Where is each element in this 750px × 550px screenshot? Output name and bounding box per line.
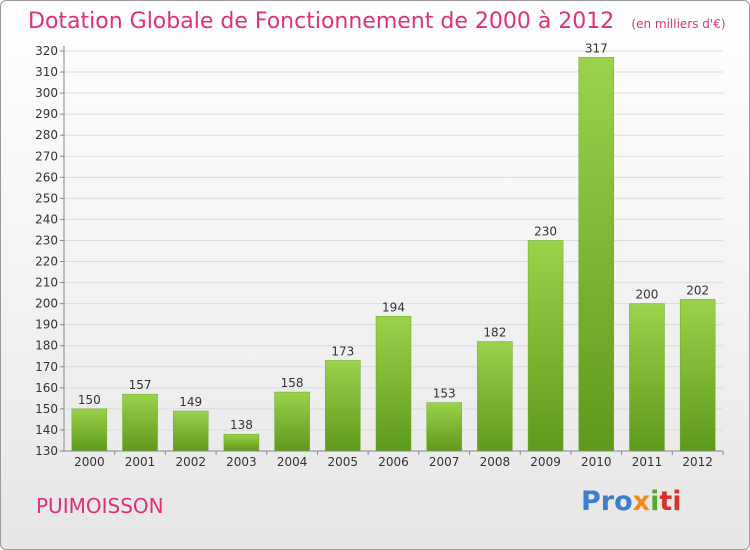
x-tick-label: 2006 xyxy=(378,455,409,469)
x-tick-label: 2005 xyxy=(328,455,359,469)
y-tick-label: 160 xyxy=(35,381,58,395)
bar-value-label: 157 xyxy=(129,378,152,392)
title-block: Dotation Globale de Fonctionnement de 20… xyxy=(28,9,726,34)
y-tick-label: 280 xyxy=(35,128,58,142)
bar xyxy=(578,57,615,452)
x-tick-label: 2010 xyxy=(581,455,612,469)
x-tick-label: 2001 xyxy=(125,455,156,469)
bar xyxy=(274,391,310,452)
y-tick-label: 170 xyxy=(35,360,58,374)
x-tick-label: 2004 xyxy=(277,455,308,469)
bar xyxy=(223,433,260,452)
x-tick-label: 2007 xyxy=(429,455,460,469)
bar-value-label: 158 xyxy=(281,376,304,390)
y-tick-label: 310 xyxy=(35,65,58,79)
bar-value-label: 200 xyxy=(636,288,659,302)
bar-value-label: 149 xyxy=(179,395,202,409)
bar xyxy=(122,393,158,452)
logo-part: Pro xyxy=(581,486,633,517)
bar xyxy=(172,410,209,452)
y-tick-label: 300 xyxy=(35,86,58,100)
x-tick-label: 2002 xyxy=(175,455,206,469)
y-tick-label: 240 xyxy=(35,212,58,226)
x-tick-label: 2009 xyxy=(530,455,561,469)
y-tick-label: 250 xyxy=(35,191,58,205)
chart-title: Dotation Globale de Fonctionnement de 20… xyxy=(28,9,615,34)
logo-part: x xyxy=(632,486,651,517)
y-tick-label: 190 xyxy=(35,318,58,332)
bar xyxy=(325,360,361,452)
x-tick-label: 2011 xyxy=(632,455,663,469)
y-tick-label: 220 xyxy=(35,255,58,269)
bar-value-label: 194 xyxy=(382,300,405,314)
bar xyxy=(375,316,412,452)
y-tick-label: 140 xyxy=(35,423,58,437)
x-tick-label: 2000 xyxy=(74,455,105,469)
y-tick-label: 150 xyxy=(35,402,58,416)
bar xyxy=(477,341,513,452)
bar-value-label: 173 xyxy=(331,344,354,358)
x-axis: 2000 2001 2002 2003 2004 2005 2006 2007 2008 2009… xyxy=(74,451,724,469)
y-tick-label: 180 xyxy=(35,339,58,353)
logo-part: ti xyxy=(659,486,682,517)
y-axis: 130 140 150 160 170 180 190 200 210 220 230 240 250 2… xyxy=(35,44,64,458)
bar-value-label: 150 xyxy=(78,393,101,407)
y-tick-label: 290 xyxy=(35,107,58,121)
bar xyxy=(527,240,564,452)
bar xyxy=(679,299,716,452)
logo-part: i xyxy=(650,486,660,517)
y-tick-label: 320 xyxy=(35,44,58,58)
x-tick-label: 2012 xyxy=(682,455,713,469)
y-tick-label: 260 xyxy=(35,170,58,184)
bar xyxy=(629,303,665,452)
bar-value-label: 317 xyxy=(585,41,608,55)
y-tick-label: 230 xyxy=(35,233,58,247)
y-tick-label: 130 xyxy=(35,444,58,458)
y-tick-label: 210 xyxy=(35,276,58,290)
commune-name: PUIMOISSON xyxy=(36,494,164,518)
chart-subtitle: (en milliers d'€) xyxy=(631,17,726,31)
bar xyxy=(426,402,462,452)
bar-value-label: 230 xyxy=(534,224,557,238)
bar xyxy=(71,408,108,452)
bar-value-label: 182 xyxy=(483,326,506,340)
proxiti-logo: Proxiti xyxy=(581,486,682,517)
bar-value-label: 153 xyxy=(433,387,456,401)
bar-value-label: 138 xyxy=(230,418,253,432)
x-tick-label: 2003 xyxy=(226,455,257,469)
y-tick-label: 200 xyxy=(35,297,58,311)
bar-value-label: 202 xyxy=(686,283,709,297)
y-tick-label: 270 xyxy=(35,149,58,163)
bars: 150 157 149 138 158 173 194 153 182 230 317 200 202 xyxy=(71,41,716,452)
x-tick-label: 2008 xyxy=(480,455,511,469)
